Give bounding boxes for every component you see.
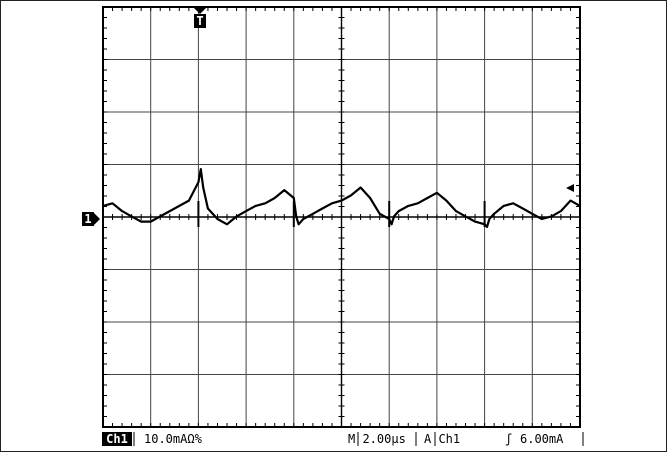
trigger-position-marker: T: [194, 8, 206, 28]
trigger-slope: ʃ: [505, 432, 512, 446]
trigger-level: 6.00mA: [520, 432, 564, 446]
ch1-trace: [102, 168, 581, 228]
timebase: M 2.00µs: [348, 432, 406, 446]
graticule: [102, 6, 581, 428]
ch1-marker-label: 1: [84, 212, 91, 226]
ch1-waveform: [102, 168, 581, 228]
ch1-badge: Ch1: [106, 432, 128, 446]
status-bar: Ch1 10.0mAΩ% M 2.00µs A Ch1 ʃ 6.00mA: [102, 432, 584, 446]
ch1-scale: 10.0mAΩ%: [144, 432, 203, 446]
trigger-level-arrow: [566, 184, 574, 192]
ch1-badge-bg: [102, 432, 132, 446]
ch1-ground-marker: 1: [82, 212, 100, 226]
trigger-source: A Ch1: [424, 432, 460, 446]
trigger-marker-label: T: [196, 14, 203, 28]
